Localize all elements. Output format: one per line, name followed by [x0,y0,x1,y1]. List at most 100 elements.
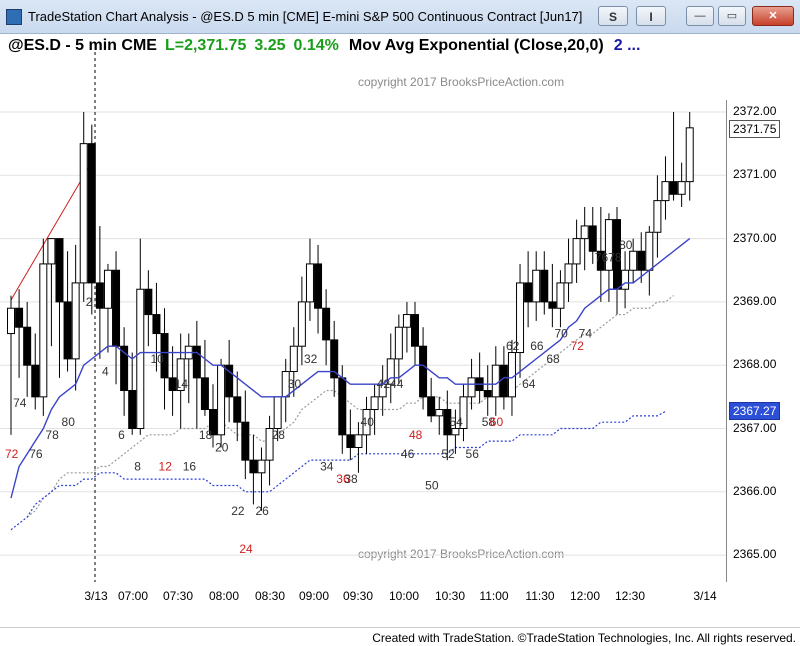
bar-number-label: 78 [45,428,59,442]
candle-bear [669,181,678,195]
time-axis-label: 10:30 [435,589,465,603]
candle-bear [31,364,40,398]
chart-header: @ES.D - 5 min CME L=2,371.75 3.25 0.14% Mov … [8,37,640,55]
symbol-button[interactable]: S [598,6,628,26]
bar-number-label: 30 [288,377,302,391]
candle-bear [588,225,597,252]
candle-bull [653,200,662,233]
price-tick-label: 2366.00 [733,483,777,498]
time-axis-label: 09:00 [299,589,329,603]
bar-number-label: 12 [159,459,173,473]
bar-number-label: 56 [466,447,480,461]
price-tick-label: 2367.00 [733,420,777,435]
bar-number-label: 4244 [377,377,404,391]
candle-bear [322,307,331,341]
candle-bear [112,269,121,347]
time-axis-label: 3/13 [84,589,108,603]
time-axis-label: 09:30 [343,589,373,603]
bar-number-label: 20 [215,440,229,454]
bar-number-label: 34 [320,459,334,473]
minimize-button[interactable]: — [686,6,714,26]
candle-bear [152,314,161,335]
candle-bull [435,409,444,417]
candle-bull [47,238,56,265]
candle-bear [225,364,234,398]
bar-number-label: 48 [409,428,423,442]
bar-number-label: 74 [13,396,27,410]
bar-number-label: 60 [490,415,504,429]
candle-bear [637,250,646,271]
net-change-label: 3.25 [254,37,286,54]
bar-number-label: 40 [361,415,375,429]
trendline [10,159,94,301]
symbol-label: @ES.D - 5 min CME [8,37,157,54]
bar-number-label: 38 [344,472,358,486]
bar-number-label: 6 [118,428,125,442]
time-axis-label: 12:00 [570,589,600,603]
bar-number-label: 70 [554,327,568,341]
candle-bull [362,409,371,436]
candle-bear [596,250,605,271]
bar-number-label: 22 [231,504,245,518]
candle-bear [144,288,153,316]
candle-bear [241,421,250,461]
gray-dotted-band [26,295,674,518]
candle-bear [314,263,323,309]
candle-bear [540,269,549,303]
candle-bull [103,269,112,309]
bar-number-label: 72 [5,447,19,461]
price-tick-label: 2371.00 [733,167,777,182]
candle-bull [451,428,460,436]
ema-line [10,238,691,499]
candle-bear [419,345,428,398]
maximize-button[interactable]: ▭ [718,6,746,26]
candle-bear [160,333,169,379]
candle-bull [645,231,654,271]
bar-number-label: 68 [546,352,560,366]
candle-bull [621,269,630,290]
candle-bull [507,352,516,398]
candle-bull [459,396,468,430]
candle-bear [200,377,209,411]
candle-bear [330,339,339,379]
bar-number-label: 46 [401,447,415,461]
candle-bull [265,428,274,461]
candle-bull [79,143,88,284]
last-price-marker: 2371.75 [729,120,781,138]
bar-number-label: 36 [336,472,350,486]
candle-bull [564,263,573,284]
candle-bear [411,314,419,347]
bar-number-label: 52 [441,447,455,461]
bar-number-label: 24 [239,542,253,556]
bar-number-label: 28 [272,428,286,442]
bar-number-label: 72 [571,339,585,353]
bar-number-label: 2 [86,295,93,309]
bar-number-label: 76 [29,447,43,461]
candle-bear [128,390,137,429]
info-button[interactable]: I [636,6,666,26]
candle-bull [71,282,80,360]
candle-bear [63,301,72,360]
study-label[interactable]: Mov Avg Exponential (Close,20,0) [348,37,604,54]
more-studies-label[interactable]: 2 ... [613,37,641,54]
close-button[interactable]: ✕ [752,6,794,26]
candle-bull [467,377,476,398]
candle-bear [23,326,32,366]
candle-bull [386,358,395,385]
price-tick-label: 2372.00 [733,104,777,118]
candle-bull [39,263,48,398]
candle-bull [604,219,613,271]
candle-bear [192,345,201,379]
time-axis-label: 3/14 [693,589,717,603]
bar-number-label: 16 [183,459,197,473]
bar-number-label: 7678 [595,251,622,265]
blue-dotted-band [10,410,666,531]
bar-number-label: 8 [134,459,141,473]
candle-bull [217,364,226,436]
candle-bear [209,409,217,436]
candle-bear [55,238,64,303]
candle-bear [443,409,452,436]
candle-bear [427,396,436,417]
candle-bear [233,396,242,423]
